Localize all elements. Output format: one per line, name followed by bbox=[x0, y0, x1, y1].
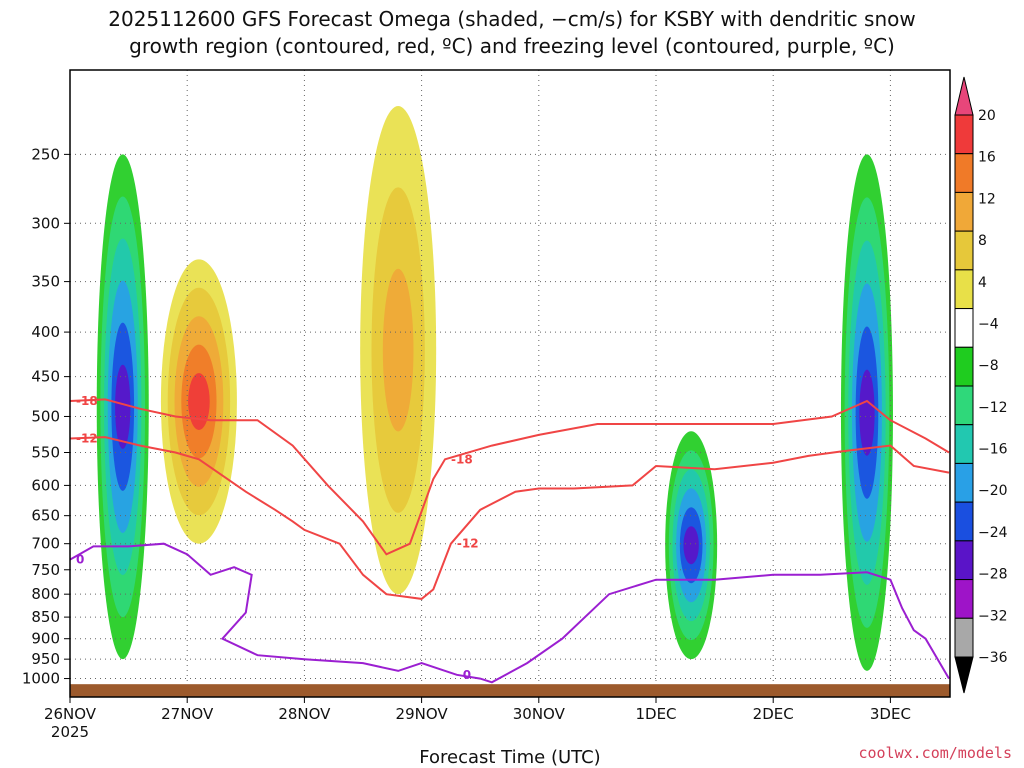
y-tick-label-750: 750 bbox=[31, 561, 60, 579]
colorbar-box-6 bbox=[954, 308, 974, 348]
y-tick-label-1000: 1000 bbox=[22, 670, 60, 688]
colorbar-box-11 bbox=[954, 501, 974, 542]
y-tick-label-650: 650 bbox=[31, 507, 60, 525]
x-tick-label-2DEC: 2DEC bbox=[753, 705, 794, 723]
chart-title-line-1: 2025112600 GFS Forecast Omega (shaded, −… bbox=[108, 7, 916, 31]
dgz-contour-1-label-1: -18 bbox=[451, 452, 473, 466]
colorbar-label-12: −32 bbox=[978, 608, 1008, 624]
colorbar-label-7: −12 bbox=[978, 400, 1008, 416]
omega-colorbar: 20 16 12 8 4 −4 −8 −12 −16 −20 −24 −28 −32 −36 bbox=[954, 76, 1008, 694]
dgz-contour-0-line bbox=[69, 436, 950, 600]
colorbar-label-13: −36 bbox=[978, 650, 1008, 666]
colorbar-box-5 bbox=[954, 269, 974, 310]
colorbar-box-14 bbox=[954, 617, 974, 658]
freezing-level-contour-0-label-0: 0 bbox=[76, 553, 84, 567]
x-tick-label-26NOV: 26NOV bbox=[44, 705, 97, 723]
source-credit[interactable]: coolwx.com/models bbox=[858, 744, 1012, 762]
colorbar-label-4: 4 bbox=[978, 275, 987, 291]
colorbar-bottom-arrow bbox=[954, 656, 974, 694]
y-tick-label-950: 950 bbox=[31, 650, 60, 668]
colorbar-label-0: 20 bbox=[978, 108, 996, 124]
chart-title-line-2: growth region (contoured, red, ºC) and f… bbox=[129, 34, 895, 58]
colorbar-box-2 bbox=[954, 153, 974, 193]
x-tick-label-3DEC: 3DEC bbox=[870, 705, 911, 723]
omega-feature-0-level-5 bbox=[115, 364, 131, 449]
y-tick-label-300: 300 bbox=[31, 214, 60, 232]
colorbar-box-10 bbox=[954, 462, 974, 503]
colorbar-box-3 bbox=[954, 191, 974, 232]
grid bbox=[69, 70, 950, 697]
omega-feature-4-level-5 bbox=[859, 369, 875, 456]
dgz-contour-0-label-0: -12 bbox=[76, 431, 98, 445]
x-tick-sublabel-26NOV: 2025 bbox=[51, 723, 89, 741]
y-tick-label-550: 550 bbox=[31, 444, 60, 462]
x-tick-label-1DEC: 1DEC bbox=[635, 705, 676, 723]
colorbar-label-5: −4 bbox=[978, 316, 999, 332]
colorbar-label-10: −24 bbox=[978, 525, 1008, 541]
colorbar-box-8 bbox=[954, 385, 974, 426]
x-axis-title: Forecast Time (UTC) bbox=[419, 747, 600, 768]
colorbar-label-2: 12 bbox=[978, 191, 996, 207]
dgz-contour-1-label-0: -18 bbox=[76, 394, 98, 408]
colorbar-label-11: −28 bbox=[978, 567, 1008, 583]
colorbar-label-3: 8 bbox=[978, 233, 987, 249]
colorbar-label-1: 16 bbox=[978, 150, 996, 166]
ground-strip bbox=[70, 684, 950, 697]
freezing-level-contour-0-label-1: 0 bbox=[463, 668, 471, 682]
plot-area: -12 -12 -18 -18 0 0 250 300 350 400 450 500 550 600 65… bbox=[22, 69, 951, 741]
colorbar-label-8: −16 bbox=[978, 442, 1008, 458]
y-tick-label-600: 600 bbox=[31, 476, 60, 494]
y-tick-label-850: 850 bbox=[31, 608, 60, 626]
omega-feature-2-level-2 bbox=[382, 268, 414, 432]
colorbar-box-1 bbox=[954, 114, 974, 155]
x-tick-label-30NOV: 30NOV bbox=[513, 705, 566, 723]
colorbar-top-arrow bbox=[954, 76, 974, 116]
freezing-level-contour-0-line bbox=[69, 542, 950, 684]
y-tick-label-500: 500 bbox=[31, 407, 60, 425]
omega-feature-3-level-5 bbox=[683, 526, 699, 565]
colorbar-box-7 bbox=[954, 346, 974, 387]
colorbar-box-9 bbox=[954, 424, 974, 464]
y-tick-label-800: 800 bbox=[31, 585, 60, 603]
y-tick-label-400: 400 bbox=[31, 323, 60, 341]
colorbar-label-9: −20 bbox=[978, 483, 1008, 499]
y-tick-label-250: 250 bbox=[31, 145, 60, 163]
colorbar-box-13 bbox=[954, 579, 974, 619]
omega-feature-1-level-4 bbox=[188, 373, 210, 430]
y-tick-label-350: 350 bbox=[31, 273, 60, 291]
y-tick-label-700: 700 bbox=[31, 535, 60, 553]
colorbar-label-6: −8 bbox=[978, 358, 999, 374]
dgz-contour-0-label-1: -12 bbox=[457, 537, 479, 551]
x-tick-label-29NOV: 29NOV bbox=[396, 705, 449, 723]
omega-shading bbox=[96, 106, 893, 671]
y-tick-label-450: 450 bbox=[31, 368, 60, 386]
colorbar-box-4 bbox=[954, 230, 974, 271]
plot-frame bbox=[69, 69, 951, 698]
colorbar-box-12 bbox=[954, 540, 974, 581]
x-tick-label-28NOV: 28NOV bbox=[278, 705, 331, 723]
x-tick-label-27NOV: 27NOV bbox=[161, 705, 214, 723]
dgz-contour-1-line bbox=[69, 398, 950, 556]
y-tick-label-900: 900 bbox=[31, 630, 60, 648]
